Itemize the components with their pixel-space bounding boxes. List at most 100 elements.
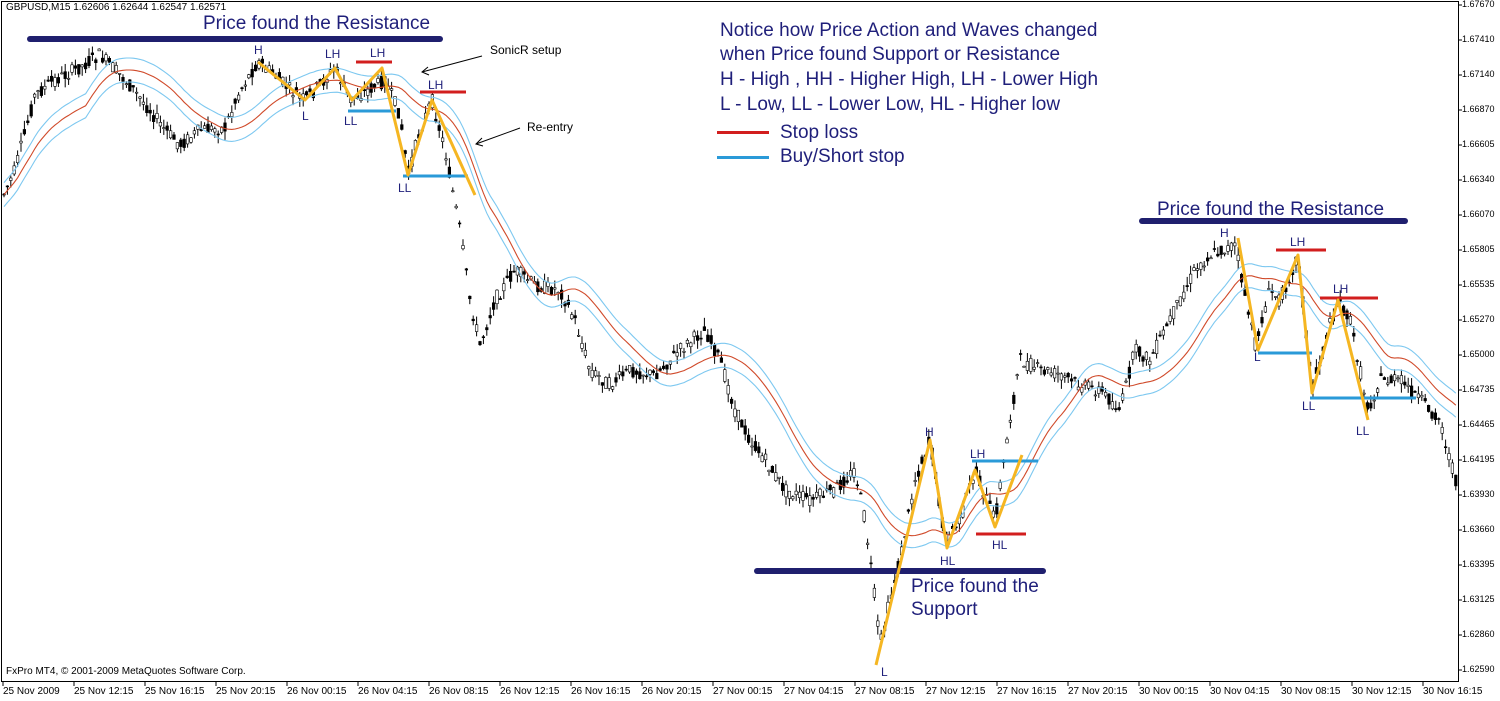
candle-body <box>1110 401 1114 410</box>
candle-body <box>1212 248 1216 250</box>
candle-body <box>1209 257 1213 260</box>
candle-body <box>1182 291 1186 300</box>
candle-body <box>1104 392 1108 397</box>
time-axis-label: 30 Nov 08:15 <box>1281 686 1341 697</box>
candle-body <box>1267 288 1271 290</box>
candle-body <box>913 480 917 482</box>
wave-zigzags <box>257 60 1370 666</box>
candle-body <box>723 369 727 382</box>
candle-body <box>906 509 910 512</box>
candle-body <box>617 371 621 376</box>
candle-body <box>148 109 152 114</box>
price-axis-label: 1.65270 <box>1462 314 1495 324</box>
candle-body <box>471 318 475 322</box>
time-axis-label: 26 Nov 04:15 <box>358 686 418 697</box>
candle-body <box>1046 367 1050 370</box>
candle-body <box>559 289 564 300</box>
candle-body <box>658 368 662 371</box>
candle-body <box>753 441 757 451</box>
candle-body <box>1386 382 1390 385</box>
sma-high-band <box>3 57 1457 525</box>
time-axis-label: 30 Nov 00:15 <box>1139 686 1199 697</box>
candle-body <box>828 484 832 490</box>
candle-body <box>590 369 594 378</box>
candle-body <box>512 270 516 273</box>
candle-body <box>576 335 581 337</box>
sma-low-band <box>3 81 1457 549</box>
price-axis-label: 1.62860 <box>1462 629 1495 639</box>
candle-body <box>1168 315 1172 322</box>
candle-body <box>1444 446 1448 449</box>
candle-body <box>124 83 128 86</box>
candle-body <box>1042 369 1046 375</box>
candle-body <box>743 425 747 435</box>
candle-body <box>1039 366 1043 369</box>
candle-body <box>49 75 54 82</box>
candle-body <box>1049 372 1053 376</box>
time-axis-label: 30 Nov 12:15 <box>1352 686 1412 697</box>
price-axis-label: 1.65000 <box>1462 349 1495 359</box>
candle-body <box>1206 257 1210 262</box>
candle-body <box>19 140 23 144</box>
candle-body <box>1257 331 1261 337</box>
time-axis-label: 26 Nov 00:15 <box>287 686 347 697</box>
candle-body <box>767 469 771 472</box>
wave-label: H <box>254 43 263 57</box>
candle-body <box>250 69 254 78</box>
candle-body <box>1447 453 1451 461</box>
candle-body <box>1008 419 1012 423</box>
candle-body <box>111 62 115 73</box>
candle-body <box>787 490 791 499</box>
candle-body <box>859 492 863 495</box>
candle-body <box>549 286 553 295</box>
candle-body <box>182 138 186 148</box>
candle-body <box>1389 375 1393 384</box>
candlesticks <box>2 46 1458 647</box>
candle-body <box>916 470 921 477</box>
candle-body <box>36 90 40 92</box>
candle-body <box>43 85 47 90</box>
candle-body <box>604 377 608 389</box>
candle-body <box>651 370 655 373</box>
candle-body <box>1172 306 1176 320</box>
candle-body <box>702 326 706 331</box>
candle-body <box>104 54 108 62</box>
candle-body <box>865 542 870 545</box>
candle-body <box>1365 402 1369 410</box>
candle-body <box>842 476 846 488</box>
candle-body <box>32 93 37 98</box>
notes-line4: L - Low, LL - Lower Low, HL - Higher low <box>720 94 1061 115</box>
candle-body <box>488 315 492 319</box>
candle-body <box>1114 408 1118 411</box>
wave-zigzag-left <box>257 60 477 196</box>
candle-body <box>437 125 441 131</box>
price-axis-label: 1.66340 <box>1462 174 1495 184</box>
candle-body <box>145 105 149 113</box>
candle-body <box>396 108 401 119</box>
candle-body <box>760 455 764 463</box>
candle-body <box>451 190 455 193</box>
candle-body <box>736 409 740 422</box>
candle-body <box>1059 373 1063 381</box>
candle-body <box>610 386 615 390</box>
candle-body <box>587 366 591 370</box>
candle-body <box>141 101 146 105</box>
candle-body <box>73 65 77 69</box>
candle-body <box>56 77 60 84</box>
candle-body <box>1382 377 1386 380</box>
wave-label: LL <box>1302 399 1316 413</box>
candle-body <box>1107 393 1111 405</box>
candle-body <box>1053 368 1057 379</box>
reentry-label: Re-entry <box>527 120 574 134</box>
wave-label: HL <box>940 554 956 568</box>
candle-body <box>746 434 751 443</box>
candle-body <box>1376 388 1380 393</box>
candle-body <box>376 78 380 83</box>
candle-body <box>920 456 924 464</box>
candle-body <box>685 339 689 344</box>
time-axis-label: 26 Nov 08:15 <box>429 686 489 697</box>
candle-body <box>692 331 696 337</box>
stop-loss-legend-label: Stop loss <box>780 122 859 143</box>
wave-zigzag-middle <box>874 438 1024 666</box>
